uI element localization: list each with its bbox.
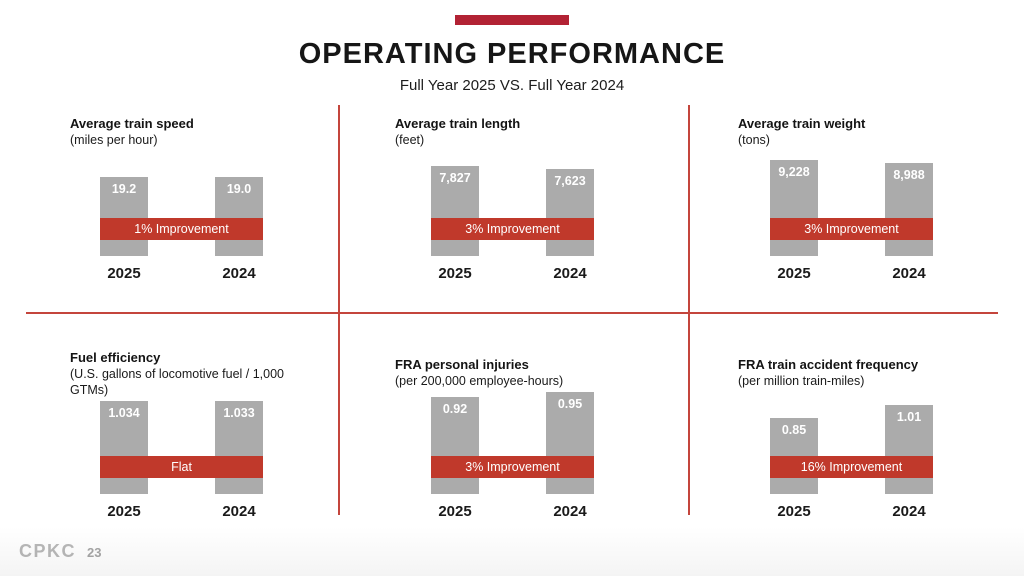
bar-value-label: 1.01 <box>896 410 922 424</box>
accent-bar <box>455 15 569 25</box>
category-label-2025: 2025 <box>438 265 472 282</box>
panel-title: Average train length <box>395 116 521 131</box>
bar-2024: 1.01 <box>885 405 933 494</box>
chart-plot-area: 19.2 19.0 1% Improvement <box>100 151 263 256</box>
panel-unit: (per 200,000 employee-hours) <box>395 374 564 388</box>
page-number: 23 <box>87 545 102 560</box>
panel-title: FRA personal injuries <box>395 357 529 372</box>
category-label-2024: 2024 <box>553 265 587 282</box>
panel-unit: (U.S. gallons of locomotive fuel / 1,000… <box>70 367 285 397</box>
category-axis: 2025 2024 <box>100 503 263 520</box>
divider-horizontal <box>26 312 998 314</box>
bar-value-label: 1.034 <box>108 406 140 420</box>
bar-2024: 8,988 <box>885 163 933 256</box>
bar-value-label: 7,827 <box>439 171 471 185</box>
category-label-2024: 2024 <box>222 265 256 282</box>
category-label-2025: 2025 <box>777 265 811 282</box>
bar-value-label: 19.2 <box>111 182 137 196</box>
category-label-2025: 2025 <box>438 503 472 520</box>
category-label-2024: 2024 <box>553 503 587 520</box>
bar-value-label: 0.95 <box>557 397 583 411</box>
chart-plot-area: 1.034 1.033 Flat <box>100 389 263 494</box>
bar-chart-average-train-length: 7,827 7,623 3% Improvement 2025 2024 <box>431 151 594 282</box>
page-subtitle: Full Year 2025 VS. Full Year 2024 <box>399 77 625 94</box>
page-title: OPERATING PERFORMANCE <box>298 38 726 70</box>
panel-average-train-weight-head: Average train weight (tons) <box>738 116 988 148</box>
category-label-2024: 2024 <box>222 503 256 520</box>
bar-chart-fra-personal-injuries: 0.92 0.95 3% Improvement 2025 2024 <box>431 389 594 520</box>
cpkc-logo: CPKC <box>19 541 77 561</box>
bar-2024: 7,623 <box>546 169 594 256</box>
panel-fra-personal-injuries-head: FRA personal injuries (per 200,000 emplo… <box>395 357 645 389</box>
panel-unit: (miles per hour) <box>70 133 158 147</box>
panel-average-train-speed-head: Average train speed (miles per hour) <box>70 116 320 148</box>
bar-2024: 0.95 <box>546 392 594 494</box>
category-axis: 2025 2024 <box>100 265 263 282</box>
bar-2025: 7,827 <box>431 166 479 256</box>
panel-unit: (feet) <box>395 133 425 147</box>
panel-unit: (per million train-miles) <box>738 374 865 388</box>
category-label-2024: 2024 <box>892 265 926 282</box>
chart-plot-area: 9,228 8,988 3% Improvement <box>770 151 933 256</box>
bar-value-label: 1.033 <box>223 406 255 420</box>
bar-chart-average-train-speed: 19.2 19.0 1% Improvement 2025 2024 <box>100 151 263 282</box>
panel-unit: (tons) <box>738 133 770 147</box>
chart-plot-area: 0.85 1.01 16% Improvement <box>770 389 933 494</box>
panel-fuel-efficiency-head: Fuel efficiency (U.S. gallons of locomot… <box>70 350 320 398</box>
category-label-2025: 2025 <box>777 503 811 520</box>
bar-chart-fra-train-accident-frequency: 0.85 1.01 16% Improvement 2025 2024 <box>770 389 933 520</box>
panel-average-train-length-head: Average train length (feet) <box>395 116 645 148</box>
chart-plot-area: 7,827 7,623 3% Improvement <box>431 151 594 256</box>
panel-title: Fuel efficiency <box>70 350 161 365</box>
bar-2024: 1.033 <box>215 401 263 494</box>
divider-vertical-left <box>338 105 340 515</box>
improvement-band: 3% Improvement <box>431 456 594 478</box>
panel-fra-train-accident-frequency-head: FRA train accident frequency (per millio… <box>738 357 988 389</box>
improvement-band: 1% Improvement <box>100 218 263 240</box>
panel-title: Average train weight <box>738 116 866 131</box>
bar-chart-average-train-weight: 9,228 8,988 3% Improvement 2025 2024 <box>770 151 933 282</box>
divider-vertical-right <box>688 105 690 515</box>
category-label-2025: 2025 <box>107 503 141 520</box>
category-label-2025: 2025 <box>107 265 141 282</box>
category-axis: 2025 2024 <box>431 503 594 520</box>
chart-plot-area: 0.92 0.95 3% Improvement <box>431 389 594 494</box>
bottom-shade <box>0 526 1024 576</box>
improvement-band: Flat <box>100 456 263 478</box>
bar-2025: 19.2 <box>100 177 148 256</box>
bar-value-label: 8,988 <box>893 168 925 182</box>
bar-value-label: 0.92 <box>442 402 468 416</box>
category-axis: 2025 2024 <box>770 265 933 282</box>
bar-value-label: 0.85 <box>781 423 807 437</box>
category-axis: 2025 2024 <box>431 265 594 282</box>
bar-2025: 9,228 <box>770 160 818 256</box>
panel-title: FRA train accident frequency <box>738 357 919 372</box>
bar-value-label: 7,623 <box>554 174 586 188</box>
improvement-band: 3% Improvement <box>770 218 933 240</box>
category-label-2024: 2024 <box>892 503 926 520</box>
bar-2025: 0.92 <box>431 397 479 494</box>
bar-2025: 1.034 <box>100 401 148 494</box>
bar-value-label: 19.0 <box>226 182 252 196</box>
bar-value-label: 9,228 <box>778 165 810 179</box>
bar-2024: 19.0 <box>215 177 263 256</box>
category-axis: 2025 2024 <box>770 503 933 520</box>
improvement-band: 16% Improvement <box>770 456 933 478</box>
panel-title: Average train speed <box>70 116 194 131</box>
bar-chart-fuel-efficiency: 1.034 1.033 Flat 2025 2024 <box>100 389 263 520</box>
improvement-band: 3% Improvement <box>431 218 594 240</box>
